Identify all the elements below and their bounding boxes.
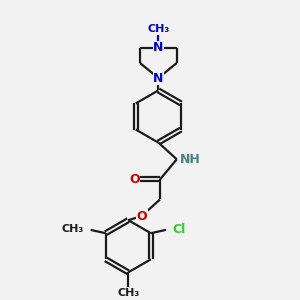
Text: N: N (153, 71, 164, 85)
Text: Cl: Cl (172, 224, 185, 236)
Text: N: N (153, 41, 164, 54)
Text: CH₃: CH₃ (117, 288, 140, 298)
Text: N: N (153, 71, 164, 85)
Text: CH₃: CH₃ (147, 24, 170, 34)
Text: CH₃: CH₃ (61, 224, 83, 234)
Text: O: O (129, 173, 140, 186)
Text: NH: NH (180, 153, 201, 166)
Text: O: O (136, 210, 147, 223)
